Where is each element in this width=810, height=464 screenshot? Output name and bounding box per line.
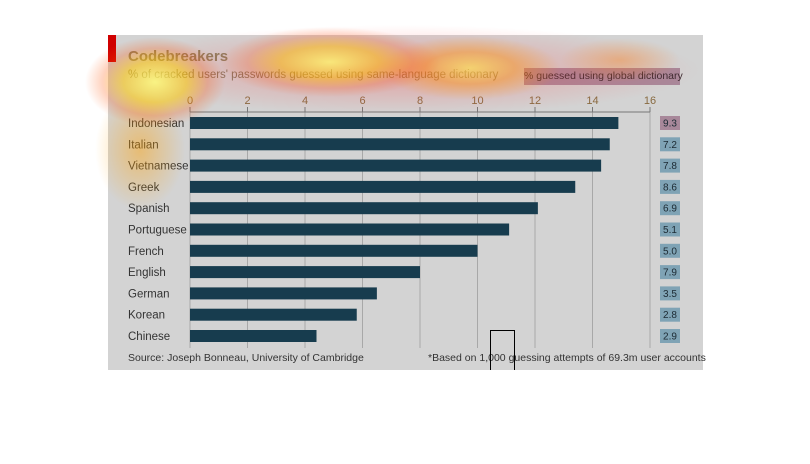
x-tick-label: 12 bbox=[529, 95, 541, 107]
bar bbox=[190, 330, 317, 342]
category-label: Indonesian bbox=[128, 118, 184, 130]
category-label: Italian bbox=[128, 139, 159, 151]
bar bbox=[190, 287, 377, 300]
category-label: Korean bbox=[128, 310, 165, 322]
global-value-label: 2.9 bbox=[663, 332, 677, 343]
category-label: Vietnamese bbox=[128, 161, 189, 173]
x-tick-label: 0 bbox=[187, 95, 193, 107]
x-tick-label: 2 bbox=[244, 95, 250, 107]
global-value-label: 8.6 bbox=[663, 182, 677, 193]
x-tick-label: 14 bbox=[586, 95, 598, 107]
bar bbox=[190, 138, 610, 151]
x-tick-label: 16 bbox=[644, 95, 656, 107]
bar bbox=[190, 159, 602, 172]
category-label: German bbox=[128, 288, 170, 300]
global-value-label: 3.5 bbox=[663, 289, 677, 300]
global-value-label: 7.9 bbox=[663, 268, 677, 279]
x-tick-label: 10 bbox=[471, 95, 483, 107]
global-value-label: 5.1 bbox=[663, 225, 677, 236]
x-tick-label: 8 bbox=[417, 95, 423, 107]
bar bbox=[190, 202, 538, 215]
category-label: French bbox=[128, 246, 164, 258]
source-note: Source: Joseph Bonneau, University of Ca… bbox=[128, 352, 364, 364]
global-value-label: 9.3 bbox=[663, 119, 677, 130]
category-label: Portuguese bbox=[128, 225, 187, 237]
global-value-label: 2.8 bbox=[663, 310, 677, 321]
global-value-label: 6.9 bbox=[663, 204, 677, 215]
category-label: Chinese bbox=[128, 331, 170, 343]
category-label: Spanish bbox=[128, 203, 170, 215]
global-value-label: 5.0 bbox=[663, 246, 677, 257]
footnote: *Based on 1,000 guessing attempts of 69.… bbox=[428, 352, 706, 364]
global-value-label: 7.8 bbox=[663, 161, 677, 172]
bar bbox=[190, 117, 619, 129]
bar bbox=[190, 223, 510, 236]
x-tick-label: 6 bbox=[359, 95, 365, 107]
bar bbox=[190, 180, 576, 193]
bar bbox=[190, 244, 478, 257]
category-label: Greek bbox=[128, 182, 160, 194]
category-label: English bbox=[128, 267, 166, 279]
x-tick-label: 4 bbox=[302, 95, 308, 107]
bar bbox=[190, 308, 357, 321]
bar bbox=[190, 266, 420, 279]
global-value-label: 7.2 bbox=[663, 140, 677, 151]
